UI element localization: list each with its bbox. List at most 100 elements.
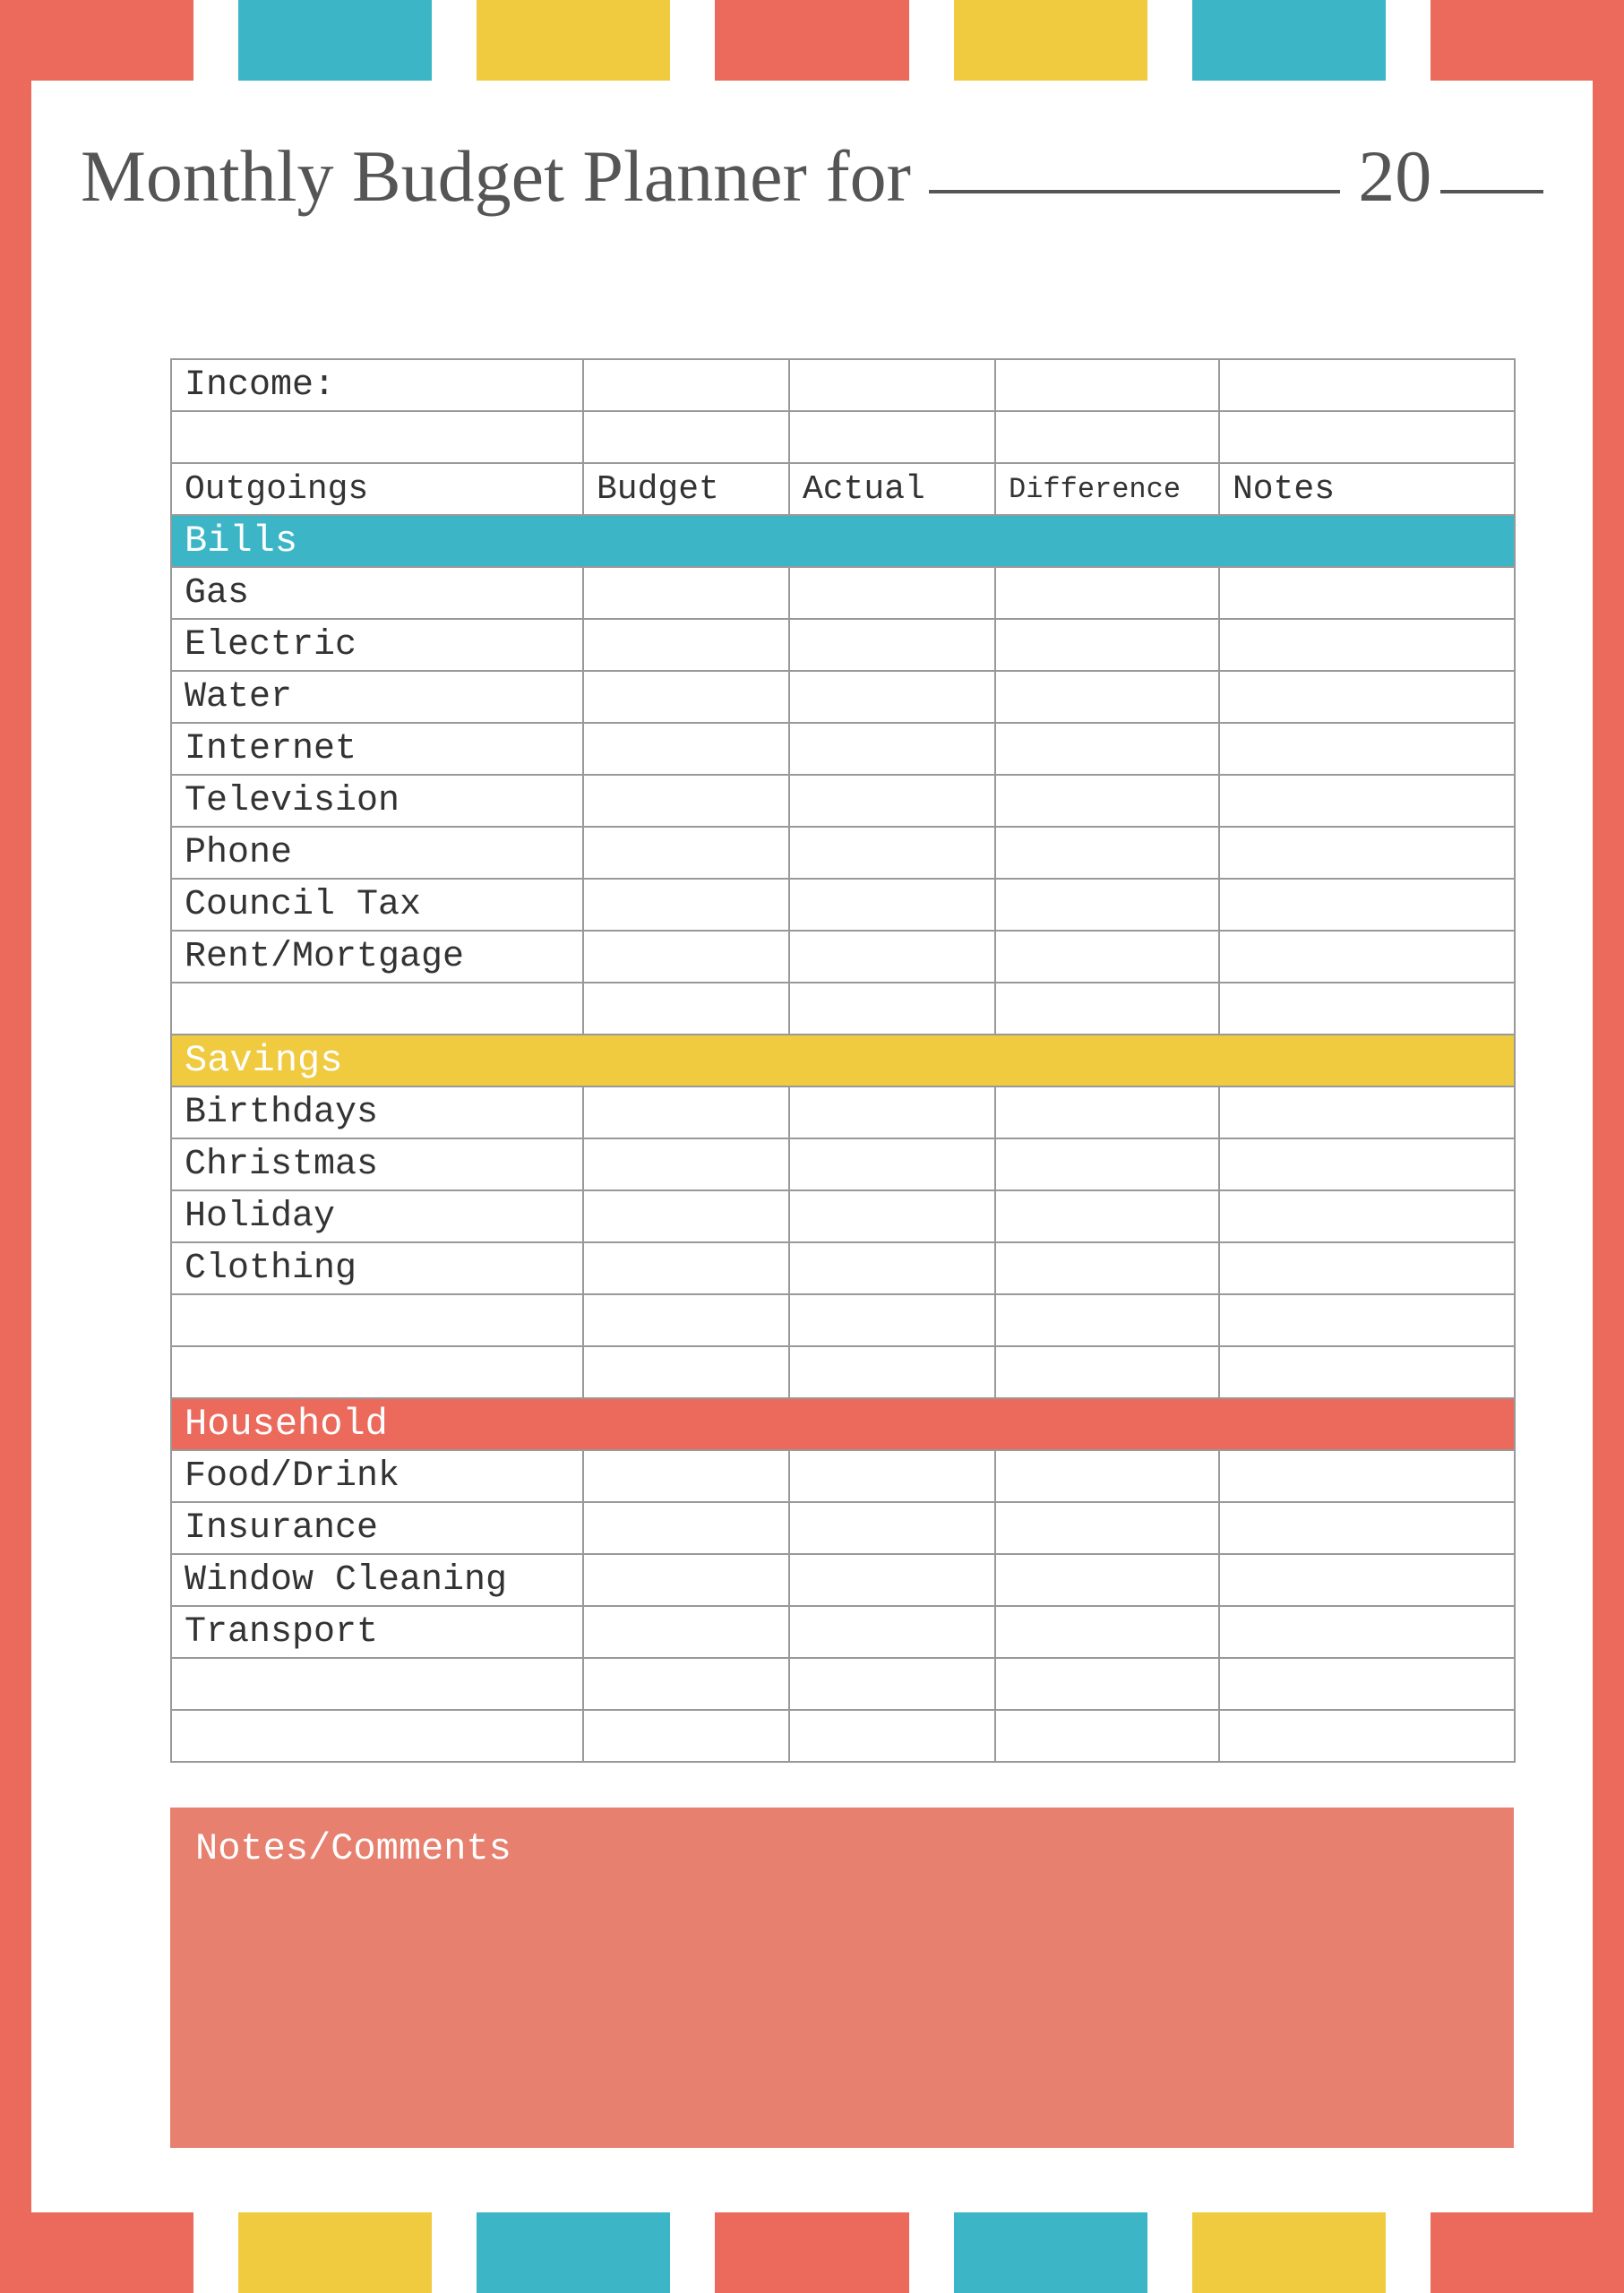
item-cell[interactable] xyxy=(995,723,1219,775)
blank-cell[interactable] xyxy=(583,1294,789,1346)
item-cell[interactable] xyxy=(1219,723,1515,775)
item-cell[interactable] xyxy=(995,827,1219,879)
month-blank[interactable] xyxy=(929,185,1340,193)
item-cell[interactable] xyxy=(583,1450,789,1502)
blank-cell[interactable] xyxy=(171,1710,583,1762)
blank-cell[interactable] xyxy=(583,1658,789,1710)
blank-cell[interactable] xyxy=(789,1294,995,1346)
item-cell[interactable] xyxy=(583,827,789,879)
blank-cell[interactable] xyxy=(1219,411,1515,463)
item-cell[interactable] xyxy=(583,1138,789,1190)
item-cell[interactable] xyxy=(995,1502,1219,1554)
item-cell[interactable] xyxy=(789,1450,995,1502)
notes-box[interactable]: Notes/Comments xyxy=(170,1808,1514,2148)
item-cell[interactable] xyxy=(1219,931,1515,983)
blank-cell[interactable] xyxy=(789,983,995,1035)
item-cell[interactable] xyxy=(789,775,995,827)
blank-cell[interactable] xyxy=(995,1710,1219,1762)
item-cell[interactable] xyxy=(789,879,995,931)
item-cell[interactable] xyxy=(995,1450,1219,1502)
blank-cell[interactable] xyxy=(171,411,583,463)
item-cell[interactable] xyxy=(583,1190,789,1242)
item-cell[interactable] xyxy=(789,1606,995,1658)
item-cell[interactable] xyxy=(583,619,789,671)
item-cell[interactable] xyxy=(583,879,789,931)
item-cell[interactable] xyxy=(789,1086,995,1138)
item-cell[interactable] xyxy=(995,1242,1219,1294)
item-cell[interactable] xyxy=(789,1138,995,1190)
item-cell[interactable] xyxy=(995,1138,1219,1190)
blank-cell[interactable] xyxy=(1219,1658,1515,1710)
blank-cell[interactable] xyxy=(995,1294,1219,1346)
item-cell[interactable] xyxy=(1219,1606,1515,1658)
item-cell[interactable] xyxy=(583,671,789,723)
blank-cell[interactable] xyxy=(789,411,995,463)
item-cell[interactable] xyxy=(583,723,789,775)
blank-cell[interactable] xyxy=(789,1346,995,1398)
blank-cell[interactable] xyxy=(583,1710,789,1762)
blank-cell[interactable] xyxy=(995,1346,1219,1398)
blank-cell[interactable] xyxy=(1219,1294,1515,1346)
item-cell[interactable] xyxy=(995,1606,1219,1658)
item-cell[interactable] xyxy=(995,879,1219,931)
item-cell[interactable] xyxy=(583,567,789,619)
item-cell[interactable] xyxy=(1219,567,1515,619)
item-cell[interactable] xyxy=(789,1554,995,1606)
income-cell[interactable] xyxy=(789,359,995,411)
item-cell[interactable] xyxy=(789,671,995,723)
blank-cell[interactable] xyxy=(1219,1346,1515,1398)
blank-cell[interactable] xyxy=(171,1658,583,1710)
item-cell[interactable] xyxy=(995,619,1219,671)
year-blank[interactable] xyxy=(1440,185,1543,193)
blank-cell[interactable] xyxy=(995,1658,1219,1710)
item-cell[interactable] xyxy=(583,1502,789,1554)
income-cell[interactable] xyxy=(1219,359,1515,411)
item-cell[interactable] xyxy=(583,931,789,983)
income-cell[interactable] xyxy=(583,359,789,411)
item-cell[interactable] xyxy=(1219,827,1515,879)
blank-cell[interactable] xyxy=(1219,1710,1515,1762)
item-cell[interactable] xyxy=(789,1242,995,1294)
item-cell[interactable] xyxy=(1219,1502,1515,1554)
item-cell[interactable] xyxy=(789,567,995,619)
item-cell[interactable] xyxy=(995,1190,1219,1242)
item-cell[interactable] xyxy=(995,931,1219,983)
blank-cell[interactable] xyxy=(583,983,789,1035)
income-cell[interactable] xyxy=(995,359,1219,411)
blank-cell[interactable] xyxy=(171,1294,583,1346)
item-cell[interactable] xyxy=(1219,1554,1515,1606)
item-cell[interactable] xyxy=(789,1502,995,1554)
item-cell[interactable] xyxy=(1219,671,1515,723)
item-cell[interactable] xyxy=(1219,1450,1515,1502)
item-cell[interactable] xyxy=(1219,619,1515,671)
item-cell[interactable] xyxy=(995,567,1219,619)
item-cell[interactable] xyxy=(995,1086,1219,1138)
item-cell[interactable] xyxy=(789,1190,995,1242)
item-cell[interactable] xyxy=(789,619,995,671)
item-cell[interactable] xyxy=(789,931,995,983)
blank-cell[interactable] xyxy=(995,983,1219,1035)
item-cell[interactable] xyxy=(1219,1242,1515,1294)
blank-cell[interactable] xyxy=(789,1658,995,1710)
item-cell[interactable] xyxy=(1219,775,1515,827)
blank-cell[interactable] xyxy=(171,1346,583,1398)
item-cell[interactable] xyxy=(1219,1138,1515,1190)
item-cell[interactable] xyxy=(583,1554,789,1606)
item-cell[interactable] xyxy=(789,827,995,879)
blank-cell[interactable] xyxy=(1219,983,1515,1035)
item-cell[interactable] xyxy=(1219,1190,1515,1242)
item-cell[interactable] xyxy=(995,1554,1219,1606)
blank-cell[interactable] xyxy=(171,983,583,1035)
item-cell[interactable] xyxy=(995,671,1219,723)
item-cell[interactable] xyxy=(583,1606,789,1658)
blank-cell[interactable] xyxy=(789,1710,995,1762)
item-cell[interactable] xyxy=(583,1086,789,1138)
blank-cell[interactable] xyxy=(583,411,789,463)
blank-cell[interactable] xyxy=(995,411,1219,463)
item-cell[interactable] xyxy=(1219,1086,1515,1138)
item-cell[interactable] xyxy=(583,1242,789,1294)
item-cell[interactable] xyxy=(789,723,995,775)
blank-cell[interactable] xyxy=(583,1346,789,1398)
item-cell[interactable] xyxy=(995,775,1219,827)
item-cell[interactable] xyxy=(583,775,789,827)
